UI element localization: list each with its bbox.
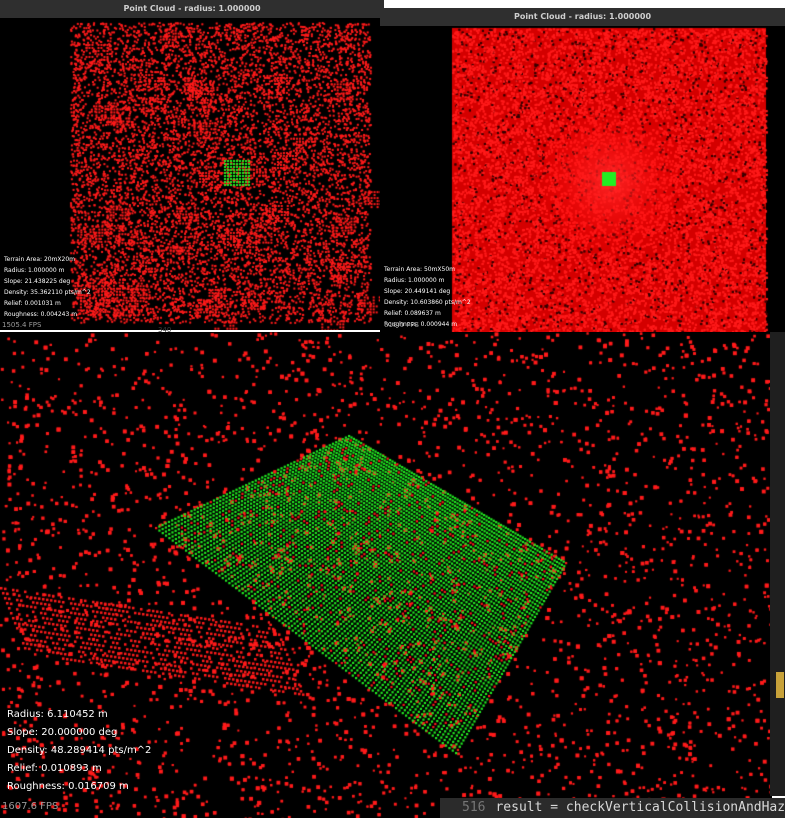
stat-density: Density: 10.603860 pts/m^2: [384, 299, 471, 306]
stat-slope: Slope: 21.438225 deg: [4, 278, 71, 285]
terrain-stats: Radius: 6.110452 m Slope: 20.000000 deg …: [7, 706, 151, 796]
stat-terrain-area: Terrain Area: 50mX50m: [384, 266, 456, 273]
window-title[interactable]: Point Cloud - radius: 1.000000: [0, 0, 384, 18]
stat-density: Density: 48.289414 pts/m^2: [7, 745, 152, 756]
point-cloud-view[interactable]: [380, 26, 785, 332]
point-cloud-3d-view[interactable]: [0, 332, 772, 818]
stat-roughness: Roughness: 0.016709 m: [7, 781, 129, 792]
stat-roughness: Roughness: 0.000944 m: [384, 321, 458, 328]
stat-roughness: Roughness: 0.004243 m: [4, 311, 78, 318]
fps-counter: 1607.6 FPS: [2, 801, 59, 812]
stat-density: Density: 35.362110 pts/m^2: [4, 289, 91, 296]
fps-counter: 619.0 FPS: [384, 321, 419, 329]
point-cloud-window-3d[interactable]: Radius: 6.110452 m Slope: 20.000000 deg …: [0, 332, 772, 818]
stat-relief: Relief: 0.001031 m: [4, 300, 61, 307]
point-cloud-window-1[interactable]: Point Cloud - radius: 1.000000 Terrain A…: [0, 0, 384, 330]
stat-radius: Radius: 1.000000 m: [4, 267, 65, 274]
editor-marker: [776, 672, 784, 698]
terrain-stats: Terrain Area: 20mX20m Radius: 1.000000 m…: [4, 254, 91, 320]
window-title[interactable]: Point Cloud - radius: 1.000000: [380, 8, 785, 26]
stat-slope: Slope: 20.000000 deg: [7, 727, 118, 738]
point-cloud-window-2[interactable]: Point Cloud - radius: 1.000000 Terrain A…: [380, 8, 785, 332]
line-number: 516: [462, 800, 486, 815]
stat-terrain-area: Terrain Area: 20mX20m: [4, 256, 76, 263]
stat-relief: Relief: 0.010893 m: [7, 763, 102, 774]
code-text[interactable]: result = checkVerticalCollisionAndHazard…: [495, 800, 785, 815]
stat-relief: Relief: 0.089637 m: [384, 310, 441, 317]
terrain-stats: Terrain Area: 50mX50m Radius: 1.000000 m…: [384, 264, 471, 330]
fps-counter: 1505.4 FPS: [2, 321, 42, 329]
code-editor-margin: [770, 332, 785, 796]
stat-radius: Radius: 6.110452 m: [7, 709, 108, 720]
point-cloud-view[interactable]: [0, 18, 384, 330]
code-editor-line[interactable]: 516 result = checkVerticalCollisionAndHaz…: [440, 798, 785, 818]
stat-slope: Slope: 20.449141 deg: [384, 288, 451, 295]
background-line-number: 340: [158, 326, 172, 334]
stat-radius: Radius: 1.000000 m: [384, 277, 445, 284]
